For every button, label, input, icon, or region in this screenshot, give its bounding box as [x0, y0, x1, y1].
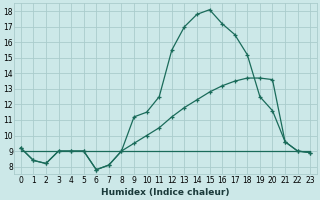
X-axis label: Humidex (Indice chaleur): Humidex (Indice chaleur): [101, 188, 230, 197]
